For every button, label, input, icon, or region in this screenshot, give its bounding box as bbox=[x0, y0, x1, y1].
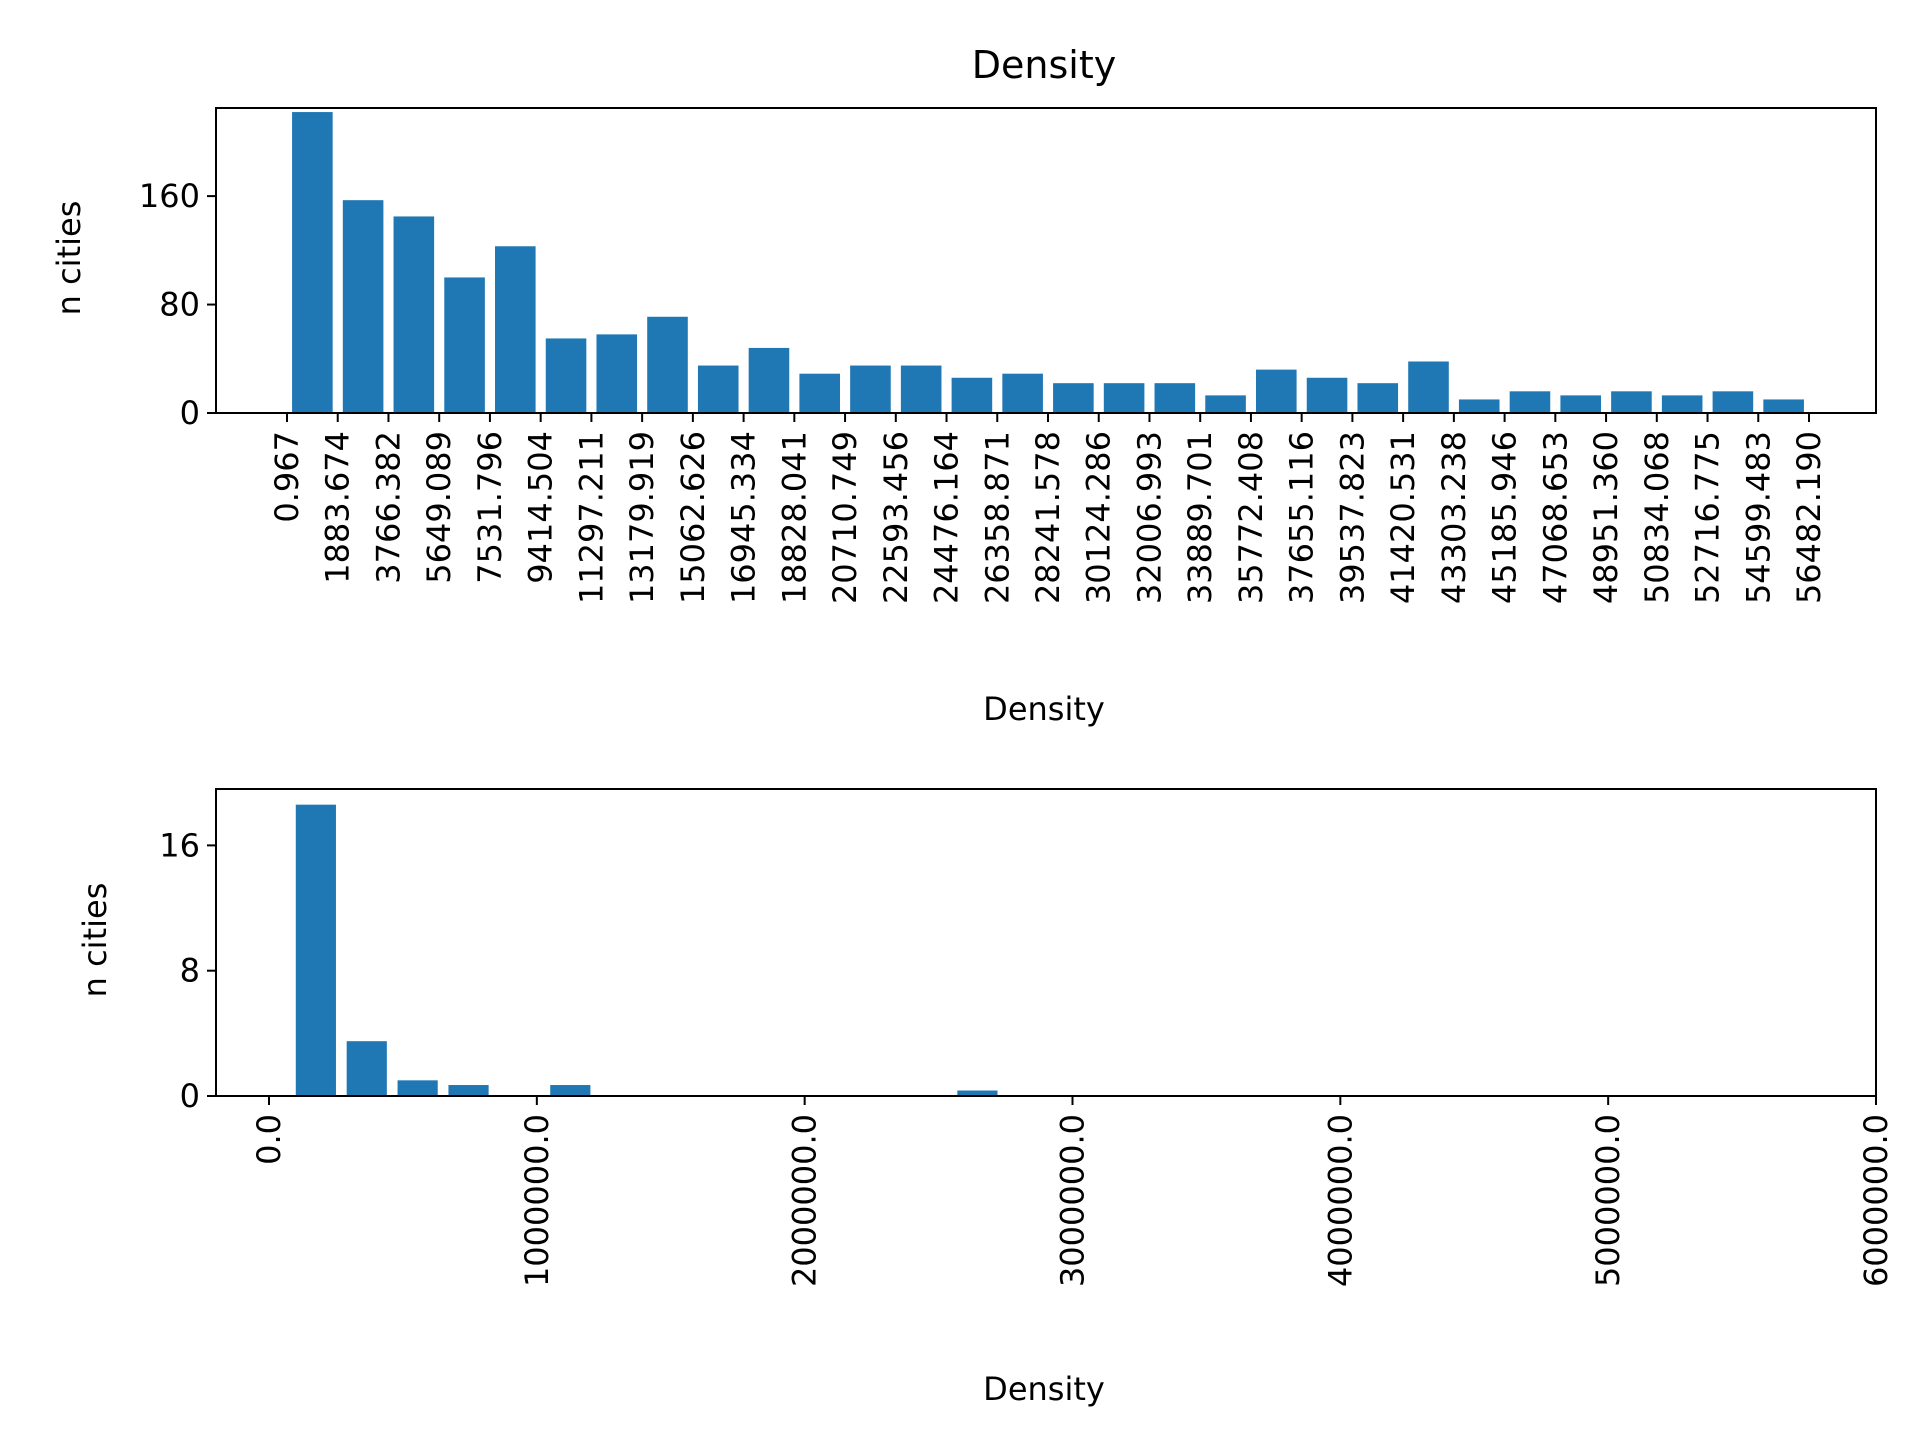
bar-5 bbox=[957, 1090, 998, 1096]
bar-19 bbox=[1256, 369, 1297, 413]
y-tick-label-1: 8 bbox=[180, 952, 200, 990]
x-tick-label-3: 3000000.0 bbox=[1054, 1114, 1092, 1287]
x-tick-label-29: 54599.483 bbox=[1739, 431, 1777, 604]
bar-9 bbox=[748, 347, 790, 413]
bar-26 bbox=[1611, 391, 1652, 413]
x-tick-label-21: 39537.823 bbox=[1333, 431, 1371, 604]
x-tick-label-28: 52716.775 bbox=[1689, 431, 1727, 604]
x-tick-label-0: 0.0 bbox=[250, 1114, 288, 1165]
x-tick-label-22: 41420.531 bbox=[1384, 431, 1422, 604]
bar-8 bbox=[697, 365, 739, 413]
x-tick-label-18: 33889.701 bbox=[1181, 431, 1219, 604]
bar-15 bbox=[1053, 383, 1094, 413]
x-tick-label-7: 13179.919 bbox=[623, 431, 661, 604]
chart-title: Density bbox=[972, 43, 1116, 87]
bar-5 bbox=[545, 338, 587, 413]
bar-4 bbox=[495, 246, 536, 413]
bottom-y-axis-label: n cities bbox=[76, 883, 114, 998]
x-tick-label-16: 30124.286 bbox=[1080, 431, 1118, 604]
bottom-plot-frame bbox=[215, 788, 1877, 1097]
x-tick-label-19: 35772.408 bbox=[1232, 431, 1270, 604]
bar-2 bbox=[397, 1080, 438, 1096]
x-tick-label-11: 20710.749 bbox=[826, 431, 864, 604]
x-tick-label-13: 24476.164 bbox=[928, 431, 966, 604]
bar-25 bbox=[1560, 395, 1601, 413]
bar-17 bbox=[1154, 383, 1196, 413]
bar-6 bbox=[596, 334, 638, 413]
top-plot-frame bbox=[215, 107, 1877, 414]
top-histogram: 0 80 160 0.967 1883.674 3766.382 5649.089 7531.… bbox=[139, 107, 1877, 604]
x-tick-label-20: 37655.116 bbox=[1283, 431, 1321, 604]
x-tick-label-26: 48951.360 bbox=[1587, 431, 1625, 604]
bar-23 bbox=[1458, 399, 1500, 413]
bar-7 bbox=[647, 316, 688, 413]
bar-13 bbox=[951, 377, 993, 413]
bar-14 bbox=[1002, 373, 1043, 413]
bar-10 bbox=[799, 373, 840, 413]
bar-20 bbox=[1306, 377, 1348, 413]
x-tick-label-23: 43303.238 bbox=[1435, 431, 1473, 604]
y-tick-label-0: 0 bbox=[180, 1077, 200, 1115]
x-tick-label-5: 9414.504 bbox=[522, 431, 560, 584]
x-tick-label-6: 11297.211 bbox=[572, 431, 610, 604]
x-tick-label-5: 5000000.0 bbox=[1589, 1114, 1627, 1287]
bar-22 bbox=[1408, 361, 1449, 413]
bar-0 bbox=[295, 804, 336, 1096]
bar-11 bbox=[850, 365, 891, 413]
bottom-x-axis-label: Density bbox=[983, 1370, 1105, 1408]
x-tick-label-2: 3766.382 bbox=[369, 431, 407, 584]
x-tick-label-12: 22593.456 bbox=[877, 431, 915, 604]
x-tick-label-17: 32006.993 bbox=[1130, 431, 1168, 604]
y-tick-label-1: 80 bbox=[159, 286, 200, 324]
bar-4 bbox=[550, 1085, 591, 1096]
y-tick-label-0: 0 bbox=[180, 394, 200, 432]
x-tick-label-1: 1883.674 bbox=[319, 431, 357, 584]
bar-3 bbox=[448, 1085, 489, 1096]
x-tick-label-14: 26358.871 bbox=[978, 431, 1016, 604]
bar-16 bbox=[1103, 383, 1145, 413]
bar-18 bbox=[1205, 395, 1246, 413]
top-y-axis-label: n cities bbox=[50, 201, 88, 316]
bar-28 bbox=[1712, 391, 1754, 413]
bar-0 bbox=[292, 112, 333, 414]
x-tick-label-1: 1000000.0 bbox=[518, 1114, 556, 1287]
x-tick-label-8: 15062.626 bbox=[674, 431, 712, 604]
x-tick-label-30: 56482.190 bbox=[1790, 431, 1828, 604]
bar-1 bbox=[346, 1041, 387, 1096]
top-x-axis-label: Density bbox=[983, 690, 1105, 728]
x-tick-label-24: 45185.946 bbox=[1486, 431, 1524, 604]
bar-27 bbox=[1661, 395, 1703, 413]
bar-29 bbox=[1763, 399, 1804, 413]
x-tick-label-4: 7531.796 bbox=[471, 431, 509, 584]
x-tick-label-6: 6000000.0 bbox=[1857, 1114, 1895, 1287]
bar-1 bbox=[342, 200, 384, 413]
x-tick-label-10: 18828.041 bbox=[775, 431, 813, 604]
bar-3 bbox=[444, 277, 485, 413]
x-tick-label-27: 50834.068 bbox=[1638, 431, 1676, 604]
y-tick-label-2: 160 bbox=[139, 177, 200, 215]
bar-2 bbox=[393, 216, 435, 413]
x-tick-label-0: 0.967 bbox=[268, 431, 306, 523]
x-tick-label-3: 5649.089 bbox=[420, 431, 458, 584]
x-tick-label-15: 28241.578 bbox=[1029, 431, 1067, 604]
bottom-histogram: 0 8 16 0.0 1000000.0 2000000.0 3000000.0 400000… bbox=[159, 788, 1895, 1287]
x-tick-label-25: 47068.653 bbox=[1536, 431, 1574, 604]
bar-12 bbox=[900, 365, 942, 413]
x-tick-label-4: 4000000.0 bbox=[1321, 1114, 1359, 1287]
y-tick-label-2: 16 bbox=[159, 826, 200, 864]
bar-21 bbox=[1357, 383, 1399, 413]
bar-24 bbox=[1509, 391, 1551, 413]
x-tick-label-2: 2000000.0 bbox=[786, 1114, 824, 1287]
x-tick-label-9: 16945.334 bbox=[725, 431, 763, 604]
